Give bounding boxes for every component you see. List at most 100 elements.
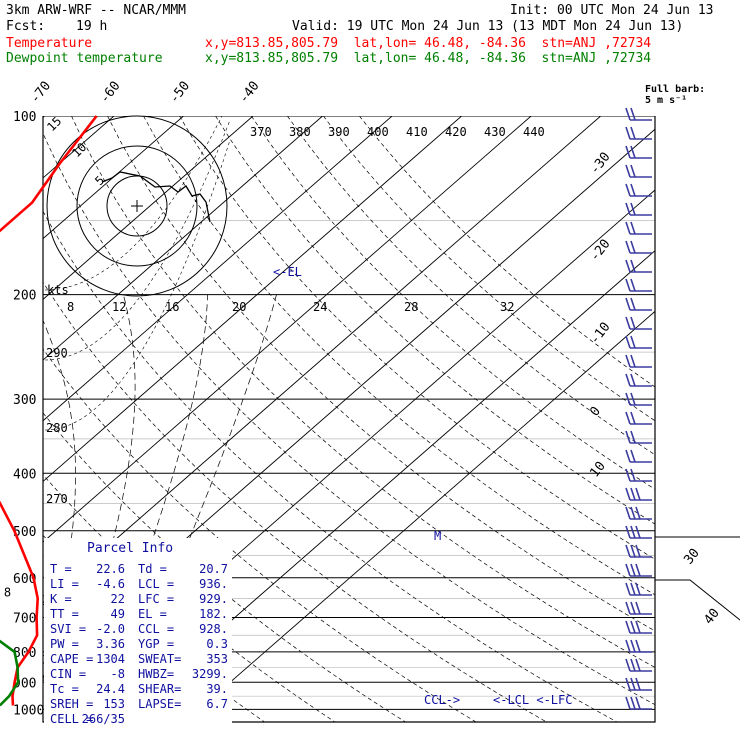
parcel-info-value: -4.6 bbox=[96, 577, 125, 591]
hodo-speed-label: 8 bbox=[67, 300, 74, 314]
parcel-info-bg bbox=[44, 538, 232, 723]
dry-adiabat-line bbox=[215, 116, 655, 722]
pressure-label: 200 bbox=[13, 289, 36, 304]
wind-barb-feather bbox=[625, 658, 631, 672]
wind-barb-feather bbox=[625, 278, 631, 292]
isotherm-label: -30 bbox=[587, 150, 613, 178]
wind-barb-feather bbox=[630, 202, 636, 216]
dry-adiabat-line bbox=[359, 116, 655, 722]
parcel-info-value: 22.6 bbox=[96, 562, 125, 576]
temperature-profile bbox=[0, 115, 98, 706]
parcel-info-key: EL = bbox=[138, 607, 167, 621]
wind-barb-feather bbox=[625, 164, 631, 178]
parcel-info-title: Parcel Info bbox=[87, 541, 173, 556]
hodo-ring bbox=[76, 145, 198, 267]
hodograph-trace bbox=[101, 171, 211, 223]
parcel-info-value: 24.4 bbox=[96, 682, 125, 696]
isotherm-line bbox=[43, 116, 184, 722]
parcel-info-key: LFC = bbox=[138, 592, 174, 606]
wind-barb bbox=[625, 164, 652, 178]
hodo-speed-label: 20 bbox=[232, 300, 246, 314]
wind-barb-feather bbox=[630, 316, 636, 330]
wind-barb-feather bbox=[630, 373, 636, 387]
wind-barb-feather bbox=[630, 620, 636, 634]
wind-barb-feather bbox=[625, 297, 631, 311]
right-slant-line bbox=[655, 579, 740, 621]
parcel-info-key: Tc = bbox=[50, 682, 79, 696]
wind-barb-feather bbox=[630, 126, 636, 140]
wind-barb bbox=[625, 430, 652, 444]
wind-barb bbox=[625, 126, 652, 140]
theta-label: 280 bbox=[46, 421, 68, 435]
isotherm-line bbox=[43, 116, 462, 722]
wind-barb-feather bbox=[630, 544, 636, 558]
parcel-info-value: 353 bbox=[206, 652, 228, 666]
parcel-info-value: 20.7 bbox=[199, 562, 228, 576]
model-title: 3km ARW-WRF -- NCAR/MMM bbox=[6, 3, 187, 18]
valid-time: Valid: 19 UTC Mon 24 Jun 13 (13 MDT Mon … bbox=[292, 19, 684, 34]
wind-barb-feather bbox=[630, 487, 636, 501]
wind-barb-feather bbox=[625, 202, 631, 216]
wind-barb-feather bbox=[635, 601, 641, 615]
el-marker: <-EL bbox=[273, 265, 302, 279]
theta-label: 380 bbox=[289, 125, 311, 139]
wind-barb-feather bbox=[625, 525, 631, 539]
parcel-info-value: 39. bbox=[206, 682, 228, 696]
parcel-info-key: LCL = bbox=[138, 577, 174, 591]
wind-barb bbox=[625, 487, 652, 501]
wind-barb-feather bbox=[625, 582, 631, 596]
wind-barb-feather bbox=[630, 183, 636, 197]
wind-barb-feather bbox=[630, 563, 636, 577]
dry-adiabat-line bbox=[107, 116, 655, 722]
pressure-label: 600 bbox=[13, 572, 36, 587]
parcel-info-key: LI = bbox=[50, 577, 79, 591]
wind-barb bbox=[625, 468, 652, 482]
isotherm-line bbox=[43, 116, 393, 722]
isotherm-line bbox=[43, 116, 601, 722]
isotherm-label: -10 bbox=[587, 320, 613, 348]
wind-barb-feather bbox=[625, 449, 631, 463]
wind-barb-feather bbox=[625, 468, 631, 482]
wind-barb bbox=[625, 658, 652, 672]
parcel-info-key: K = bbox=[50, 592, 72, 606]
wind-barb-feather bbox=[630, 392, 636, 406]
wind-barb-feather bbox=[630, 411, 636, 425]
wind-barb-feather bbox=[625, 411, 631, 425]
parcel-info-value: 3.36 bbox=[96, 637, 125, 651]
pressure-label: 100 bbox=[13, 110, 36, 125]
parcel-info-value: 936. bbox=[199, 577, 228, 591]
theta-label: 440 bbox=[523, 125, 545, 139]
parcel-info-value: 49 bbox=[111, 607, 125, 621]
hodo-units: kts bbox=[47, 283, 69, 297]
wind-barb-feather bbox=[635, 544, 641, 558]
wind-barb bbox=[625, 373, 652, 387]
parcel-info-key: SREH = bbox=[50, 697, 93, 711]
isotherm-label: 30 bbox=[681, 546, 702, 568]
wind-barb-feather bbox=[630, 677, 636, 691]
wind-barb-feather bbox=[625, 639, 631, 653]
dry-adiabat-line bbox=[287, 116, 655, 722]
wind-barb bbox=[625, 392, 652, 406]
theta-label: 370 bbox=[250, 125, 272, 139]
isotherm-line bbox=[184, 116, 655, 722]
hodo-ring bbox=[46, 115, 228, 297]
pressure-label: 500 bbox=[13, 525, 36, 540]
wind-barb bbox=[625, 240, 652, 254]
hodo-speed-label: 32 bbox=[500, 300, 514, 314]
reference-curve bbox=[44, 116, 231, 291]
wind-barb-feather bbox=[625, 221, 631, 235]
wind-barb-feather bbox=[635, 677, 641, 691]
parcel-info-value: -2.0 bbox=[96, 622, 125, 636]
dewpoint-location: x,y=813.85,805.79 lat,lon= 46.48, -84.36… bbox=[205, 51, 652, 66]
wind-barb-feather bbox=[630, 145, 636, 159]
isotherm-label: 0 bbox=[587, 404, 604, 419]
wind-barb bbox=[625, 677, 652, 691]
wind-barb-feather bbox=[630, 696, 636, 710]
wind-barb bbox=[625, 335, 652, 349]
isotherm-label: 40 bbox=[701, 606, 722, 628]
hodo-speed-label: 28 bbox=[404, 300, 418, 314]
parcel-info-key: T = bbox=[50, 562, 72, 576]
reference-curve bbox=[44, 139, 231, 431]
parcel-info-key: SHEAR= bbox=[138, 682, 181, 696]
theta-label: 390 bbox=[328, 125, 350, 139]
